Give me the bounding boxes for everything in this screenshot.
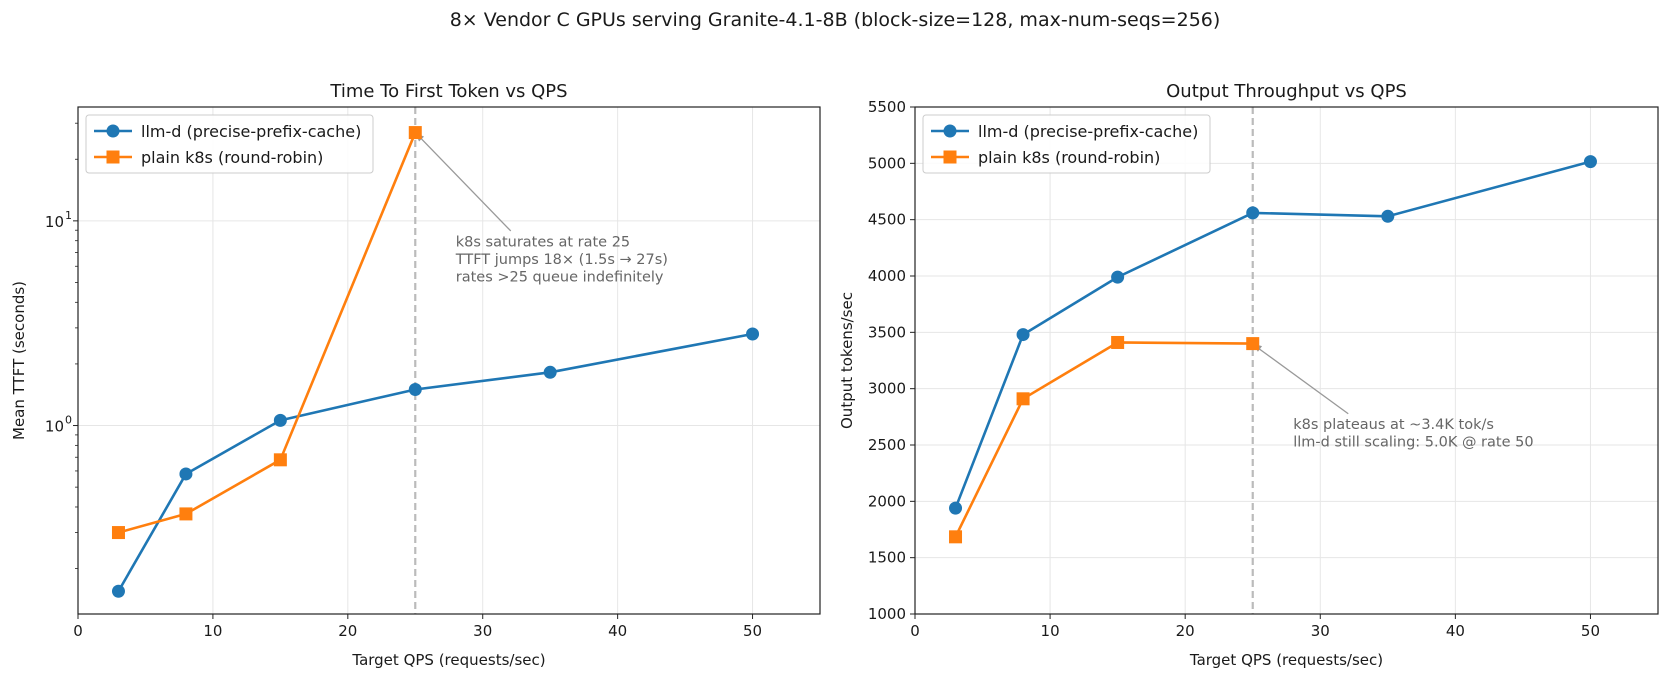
annotation-arrow-line bbox=[1254, 345, 1349, 415]
y-tick-label: 3500 bbox=[868, 323, 906, 341]
annotation-line: k8s plateaus at ~3.4K tok/s bbox=[1293, 417, 1494, 433]
data-point bbox=[949, 501, 963, 515]
x-tick-label: 30 bbox=[473, 622, 492, 640]
ttft-panel: k8s saturates at rate 25 TTFT jumps 18× (… bbox=[10, 81, 821, 669]
series-line bbox=[117, 332, 753, 592]
data-point bbox=[111, 584, 125, 598]
grid-lines bbox=[914, 106, 1658, 615]
data-point bbox=[408, 382, 422, 396]
y-tick-label: 3000 bbox=[868, 380, 906, 398]
data-point bbox=[543, 365, 557, 379]
legend-marker bbox=[943, 124, 957, 138]
x-tick-label: 10 bbox=[1041, 622, 1060, 640]
annotation-line: llm-d still scaling: 5.0K @ rate 50 bbox=[1293, 435, 1533, 451]
x-tick-label: 10 bbox=[203, 622, 222, 640]
legend-item: llm-d (precise-prefix-cache) bbox=[931, 122, 1198, 141]
x-tick-label: 50 bbox=[743, 622, 762, 640]
legend: llm-d (precise-prefix-cache) plain k8s (r… bbox=[85, 114, 374, 174]
data-point bbox=[273, 413, 287, 427]
series-line bbox=[118, 132, 417, 534]
data-point bbox=[1111, 335, 1125, 349]
legend-box bbox=[85, 114, 374, 174]
y-axis-label: Mean TTFT (seconds) bbox=[10, 281, 28, 440]
series-0 bbox=[111, 327, 760, 598]
x-axis: 0 10 20 30 40 50 bbox=[910, 614, 1600, 640]
legend-box bbox=[922, 114, 1211, 174]
annotation-text: k8s saturates at rate 25 TTFT jumps 18× (… bbox=[455, 234, 668, 285]
data-point bbox=[1246, 337, 1260, 351]
y-tick-label: 4000 bbox=[868, 267, 906, 285]
y-tick-label-exponent: 1 bbox=[65, 209, 72, 222]
legend-marker bbox=[106, 124, 120, 138]
throughput-panel: k8s plateaus at ~3.4K tok/s llm-d still s… bbox=[838, 81, 1659, 669]
annotation-line: k8s saturates at rate 25 bbox=[456, 234, 630, 250]
data-point bbox=[179, 467, 193, 481]
data-point bbox=[111, 526, 125, 540]
figure-title: 8× Vendor C GPUs serving Granite-4.1-8B … bbox=[450, 9, 1221, 31]
data-point bbox=[408, 126, 422, 140]
y-tick-label: 1000 bbox=[868, 605, 906, 623]
series-line bbox=[954, 341, 1253, 538]
series-0 bbox=[949, 155, 1597, 515]
x-axis-label: Target QPS (requests/sec) bbox=[1189, 651, 1383, 669]
data-point bbox=[179, 507, 193, 521]
legend-item: plain k8s (round-robin) bbox=[94, 148, 323, 167]
x-tick-label: 40 bbox=[608, 622, 627, 640]
annotation-line: rates >25 queue indefinitely bbox=[456, 269, 664, 285]
y-tick-label: 5000 bbox=[868, 154, 906, 172]
series-1 bbox=[949, 335, 1260, 544]
annotation-arrow-line bbox=[416, 134, 512, 232]
y-axis-label: Output tokens/sec bbox=[838, 292, 856, 429]
y-tick-label: 10 bbox=[45, 418, 64, 436]
y-tick-label: 2500 bbox=[868, 436, 906, 454]
data-point bbox=[949, 530, 963, 544]
annotation-line: TTFT jumps 18× (1.5s → 27s) bbox=[455, 252, 668, 268]
data-point bbox=[1016, 328, 1030, 342]
plot-frame bbox=[77, 106, 821, 615]
legend-item: plain k8s (round-robin) bbox=[931, 148, 1160, 167]
series-line bbox=[954, 160, 1591, 509]
x-tick-label: 30 bbox=[1311, 622, 1330, 640]
x-tick-label: 20 bbox=[338, 622, 357, 640]
y-axis: 1000 1500 2000 2500 3000 3500 4000 4500 5000 5500 bbox=[868, 98, 915, 623]
y-tick-label: 10 bbox=[45, 213, 64, 231]
annotation-text: k8s plateaus at ~3.4K tok/s llm-d still s… bbox=[1293, 417, 1533, 451]
x-tick-label: 50 bbox=[1581, 622, 1600, 640]
y-tick-label: 2000 bbox=[868, 492, 906, 510]
chart-title: Output Throughput vs QPS bbox=[1166, 81, 1407, 102]
y-tick-label: 1500 bbox=[868, 549, 906, 567]
legend-label: plain k8s (round-robin) bbox=[978, 148, 1160, 167]
legend-marker bbox=[106, 150, 120, 164]
data-point bbox=[1016, 392, 1030, 406]
data-point bbox=[273, 453, 287, 467]
y-tick-label-base: 10 bbox=[45, 418, 64, 436]
data-point bbox=[1111, 270, 1125, 284]
x-tick-label: 20 bbox=[1176, 622, 1195, 640]
y-tick-label-exponent: 0 bbox=[65, 414, 72, 427]
y-tick-label-base: 10 bbox=[45, 213, 64, 231]
legend-marker bbox=[943, 150, 957, 164]
y-tick-label: 5500 bbox=[868, 98, 906, 116]
data-point bbox=[746, 327, 760, 341]
x-tick-label: 0 bbox=[73, 622, 83, 640]
series-1 bbox=[111, 126, 422, 540]
legend-label: llm-d (precise-prefix-cache) bbox=[978, 122, 1198, 141]
x-axis-label: Target QPS (requests/sec) bbox=[351, 651, 545, 669]
x-axis: 0 10 20 30 40 50 bbox=[73, 614, 762, 640]
legend-label: llm-d (precise-prefix-cache) bbox=[141, 122, 361, 141]
data-point bbox=[1381, 209, 1395, 223]
legend-label: plain k8s (round-robin) bbox=[141, 148, 323, 167]
x-tick-label: 40 bbox=[1446, 622, 1465, 640]
chart-title: Time To First Token vs QPS bbox=[329, 81, 567, 102]
plot-frame bbox=[914, 106, 1659, 615]
legend: llm-d (precise-prefix-cache) plain k8s (r… bbox=[922, 114, 1211, 174]
data-point bbox=[1583, 155, 1597, 169]
x-tick-label: 0 bbox=[910, 622, 920, 640]
y-tick-label: 4500 bbox=[868, 211, 906, 229]
legend-item: llm-d (precise-prefix-cache) bbox=[94, 122, 361, 141]
data-point bbox=[1246, 206, 1260, 220]
